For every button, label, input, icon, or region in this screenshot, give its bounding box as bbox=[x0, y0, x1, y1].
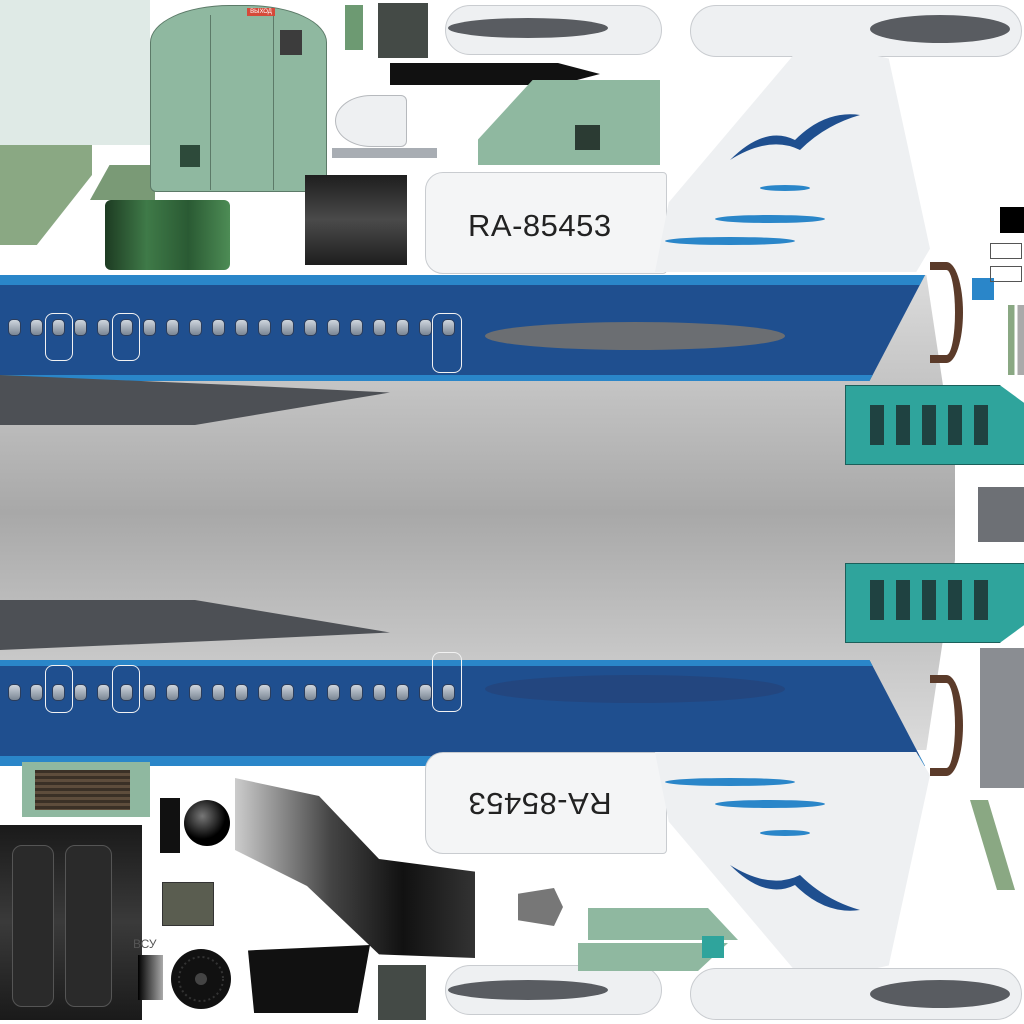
wood-floor-inner bbox=[35, 770, 130, 810]
door-outline-top-3 bbox=[432, 313, 462, 373]
cockpit-side-panel bbox=[478, 80, 660, 165]
outline-box-1 bbox=[990, 243, 1022, 259]
door-outline-bottom-2 bbox=[112, 665, 140, 713]
gear-strut-icon-lower bbox=[930, 675, 963, 776]
apu-label: ВСУ bbox=[133, 937, 157, 951]
black-gradient-block bbox=[138, 955, 163, 1000]
tail-stripe-2 bbox=[715, 215, 825, 223]
registration-top: RA-85453 bbox=[468, 208, 612, 243]
teal-accent bbox=[702, 936, 724, 958]
gray-bar-panel bbox=[332, 148, 437, 158]
nacelle-top-1-wing bbox=[448, 18, 608, 38]
gear-strut-icon bbox=[930, 262, 963, 363]
nose-gear-door bbox=[335, 95, 407, 147]
engine-nacelle-bottom bbox=[425, 752, 667, 854]
seagull-logo-icon bbox=[730, 114, 860, 160]
door-outline-bottom-3 bbox=[432, 652, 462, 712]
cockpit-panel-bottom-gauges bbox=[870, 580, 990, 620]
wheel-hub-icon bbox=[184, 800, 230, 846]
tail-stripe-b3 bbox=[760, 830, 810, 836]
dark-square-panel bbox=[378, 3, 428, 58]
wing-root-panel bbox=[0, 145, 92, 245]
engine-intake-icon bbox=[171, 949, 231, 1009]
black-block-small bbox=[160, 798, 180, 853]
thin-gray-strips bbox=[1008, 305, 1024, 375]
apu-box bbox=[162, 882, 214, 926]
seagull-logo-icon-bottom bbox=[730, 865, 860, 911]
engine-nacelle-top bbox=[425, 172, 667, 274]
green-strip-right bbox=[970, 800, 1015, 890]
light-green-skin-panel bbox=[0, 0, 150, 145]
nacelle-bottom-1-wing bbox=[448, 980, 608, 1000]
door-outline-top-1 bbox=[45, 313, 73, 361]
gray-square-right bbox=[978, 487, 1024, 542]
tail-stripe-1 bbox=[760, 185, 810, 191]
tail-stripe-3 bbox=[665, 237, 795, 245]
wing-shadow-top bbox=[485, 322, 785, 350]
black-square-small bbox=[1000, 207, 1024, 233]
black-trapezoid bbox=[248, 945, 370, 1013]
tail-stripe-b1 bbox=[665, 778, 795, 786]
nacelle-bottom-2-wing bbox=[870, 980, 1010, 1008]
door-lock-box bbox=[180, 145, 200, 167]
window-row-bottom bbox=[0, 684, 470, 704]
nozzle-gray-shape bbox=[518, 888, 563, 926]
seat-panel-right bbox=[980, 648, 1024, 788]
tail-stripe-b2 bbox=[715, 800, 825, 808]
wing-shadow-bottom bbox=[485, 675, 785, 703]
seat-cushion-1 bbox=[12, 845, 54, 1007]
exit-decal: ВЫХОД bbox=[247, 8, 275, 16]
dark-square-bottom bbox=[378, 965, 426, 1020]
door-outline-top-2 bbox=[112, 313, 140, 361]
registration-bottom: RA-85453 bbox=[468, 786, 612, 821]
door-outline-bottom-1 bbox=[45, 665, 73, 713]
black-spear-panel bbox=[390, 63, 600, 85]
engine-nozzle-panel bbox=[305, 175, 407, 265]
cockpit-panel-top-gauges bbox=[870, 405, 990, 445]
seat-cushion-2 bbox=[65, 845, 112, 1007]
window-row-top bbox=[0, 319, 470, 339]
wing-root-panel-small bbox=[90, 165, 155, 200]
small-green-part bbox=[345, 5, 363, 50]
blue-tab-top bbox=[972, 278, 994, 300]
cockpit-side-instrument bbox=[575, 125, 600, 150]
door-handle-box bbox=[280, 30, 302, 55]
outline-box-2 bbox=[990, 266, 1022, 282]
nacelle-top-2-wing bbox=[870, 15, 1010, 43]
engine-cowling-green bbox=[105, 200, 230, 270]
door-center-frame bbox=[210, 15, 274, 190]
